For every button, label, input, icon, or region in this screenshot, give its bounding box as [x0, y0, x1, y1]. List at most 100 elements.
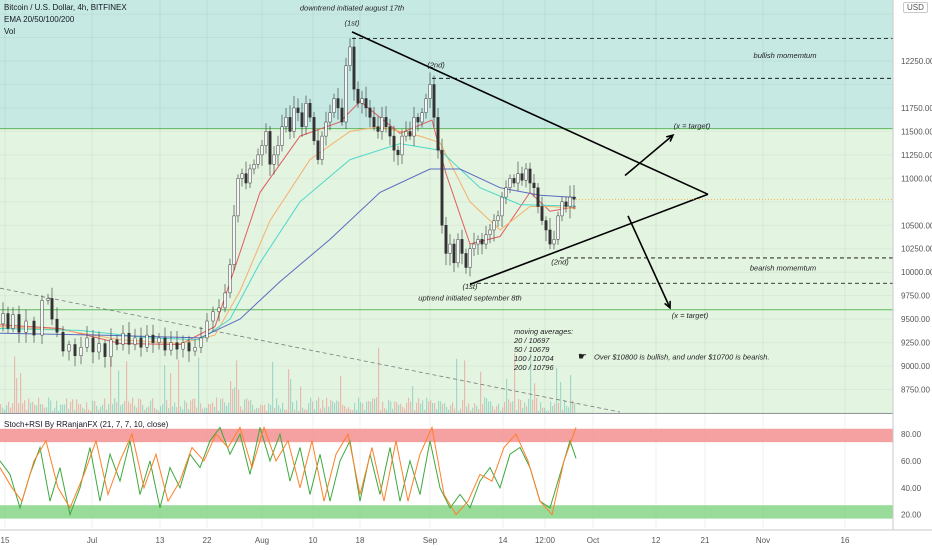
- price-candle: [284, 117, 288, 127]
- price-candle: [296, 107, 300, 113]
- volume-bar: [202, 408, 204, 413]
- price-candle: [392, 135, 396, 151]
- volume-bar: [186, 402, 188, 413]
- volume-bar: [68, 408, 70, 413]
- volume-bar: [388, 399, 390, 413]
- volume-bar: [142, 405, 144, 413]
- volume-bar: [310, 397, 312, 413]
- volume-bar: [150, 400, 152, 413]
- volume-bar: [266, 410, 268, 413]
- price-candle: [127, 332, 131, 345]
- price-candle: [145, 334, 149, 348]
- time-axis[interactable]: 15 Jul 13 22 Aug 10 18 Sep 14 12:00 Oct 12 21 Nov 16: [0, 529, 932, 545]
- price-candle: [11, 314, 15, 329]
- volume-bar: [30, 402, 32, 413]
- price-candle: [500, 196, 504, 217]
- annotation-label: (x = target): [674, 122, 711, 131]
- volume-bar: [56, 400, 58, 413]
- annotation-label: uptrend initiated september 8th: [418, 293, 521, 302]
- volume-bar: [296, 400, 298, 413]
- price-candle: [46, 298, 50, 301]
- price-candle: [448, 243, 452, 254]
- price-tick-label: 9750.00: [901, 292, 930, 301]
- price-candle: [151, 334, 155, 343]
- currency-label[interactable]: USD: [903, 2, 928, 13]
- price-candle: [217, 307, 221, 312]
- price-candle: [79, 347, 83, 356]
- volume-bar: [82, 407, 84, 413]
- volume-bar: [464, 360, 466, 413]
- ema-legend: EMA 20/50/100/200: [4, 15, 75, 24]
- volume-bar: [152, 398, 154, 413]
- volume-bar: [166, 399, 168, 413]
- volume-bar: [62, 404, 64, 413]
- volume-bar: [0, 404, 2, 413]
- volume-bar: [40, 404, 42, 413]
- arrow-shaft: [624, 134, 674, 177]
- volume-bar: [318, 397, 320, 413]
- volume-bar: [350, 409, 352, 413]
- volume-bar: [444, 403, 446, 413]
- volume-bar: [314, 409, 316, 413]
- volume-bar: [402, 406, 404, 413]
- price-candle: [205, 320, 209, 339]
- volume-bar: [86, 402, 88, 413]
- volume-bar: [550, 401, 552, 413]
- price-candle: [532, 182, 536, 188]
- price-candle: [376, 126, 380, 132]
- volume-bar: [324, 407, 326, 413]
- price-candle: [40, 300, 44, 336]
- volume-bar: [192, 398, 194, 413]
- volume-bar: [138, 398, 140, 413]
- time-tick-label: Jul: [87, 536, 97, 545]
- volume-bar: [44, 407, 46, 413]
- price-candle: [73, 344, 77, 356]
- volume-bar: [234, 387, 236, 413]
- price-candle: [236, 178, 240, 217]
- volume-bar: [460, 408, 462, 413]
- annotation-label: (2nd): [427, 61, 445, 70]
- volume-bar: [162, 404, 164, 413]
- price-candle: [240, 173, 244, 179]
- price-tick-label: 9250.00: [901, 339, 930, 348]
- volume-bar: [170, 373, 172, 413]
- volume-bar: [558, 402, 560, 413]
- annotation-label: Over $10800 is bullish, and under $10700…: [594, 352, 770, 361]
- price-candle: [472, 243, 476, 249]
- price-axis[interactable]: 12250.00 11750.00 11500.00 11250.00 11000.00…: [892, 0, 932, 550]
- volume-bar: [174, 402, 176, 413]
- volume-bar: [436, 409, 438, 413]
- volume-bar: [104, 398, 106, 413]
- volume-bar: [386, 409, 388, 413]
- price-candle: [456, 239, 460, 264]
- volume-bar: [24, 400, 26, 413]
- overbought-band: [0, 428, 893, 443]
- price-candle: [50, 298, 54, 320]
- price-candle: [428, 84, 432, 99]
- volume-bar: [116, 402, 118, 413]
- volume-bar: [178, 359, 180, 413]
- price-candle: [256, 154, 260, 165]
- time-tick-label: 10: [309, 536, 318, 545]
- volume-bar: [132, 397, 134, 413]
- price-candle: [61, 332, 65, 352]
- volume-bar: [134, 405, 136, 413]
- triangle-upper-edge: [351, 31, 709, 196]
- price-candle: [211, 311, 215, 322]
- volume-bar: [334, 403, 336, 413]
- volume-bar: [462, 399, 464, 413]
- annotation-label: (x = target): [672, 311, 709, 320]
- volume-bar: [552, 405, 554, 413]
- volume-bar: [38, 397, 40, 413]
- annotation-label: moving averages:: [514, 327, 573, 336]
- price-candle: [264, 131, 268, 146]
- volume-bar: [502, 407, 504, 413]
- volume-bar: [452, 402, 454, 413]
- volume-bar: [54, 407, 56, 413]
- volume-bar: [516, 410, 518, 413]
- price-candle: [121, 332, 125, 345]
- volume-bar: [72, 399, 74, 413]
- volume-bar: [298, 410, 300, 413]
- volume-bar: [346, 408, 348, 413]
- volume-bar: [532, 399, 534, 413]
